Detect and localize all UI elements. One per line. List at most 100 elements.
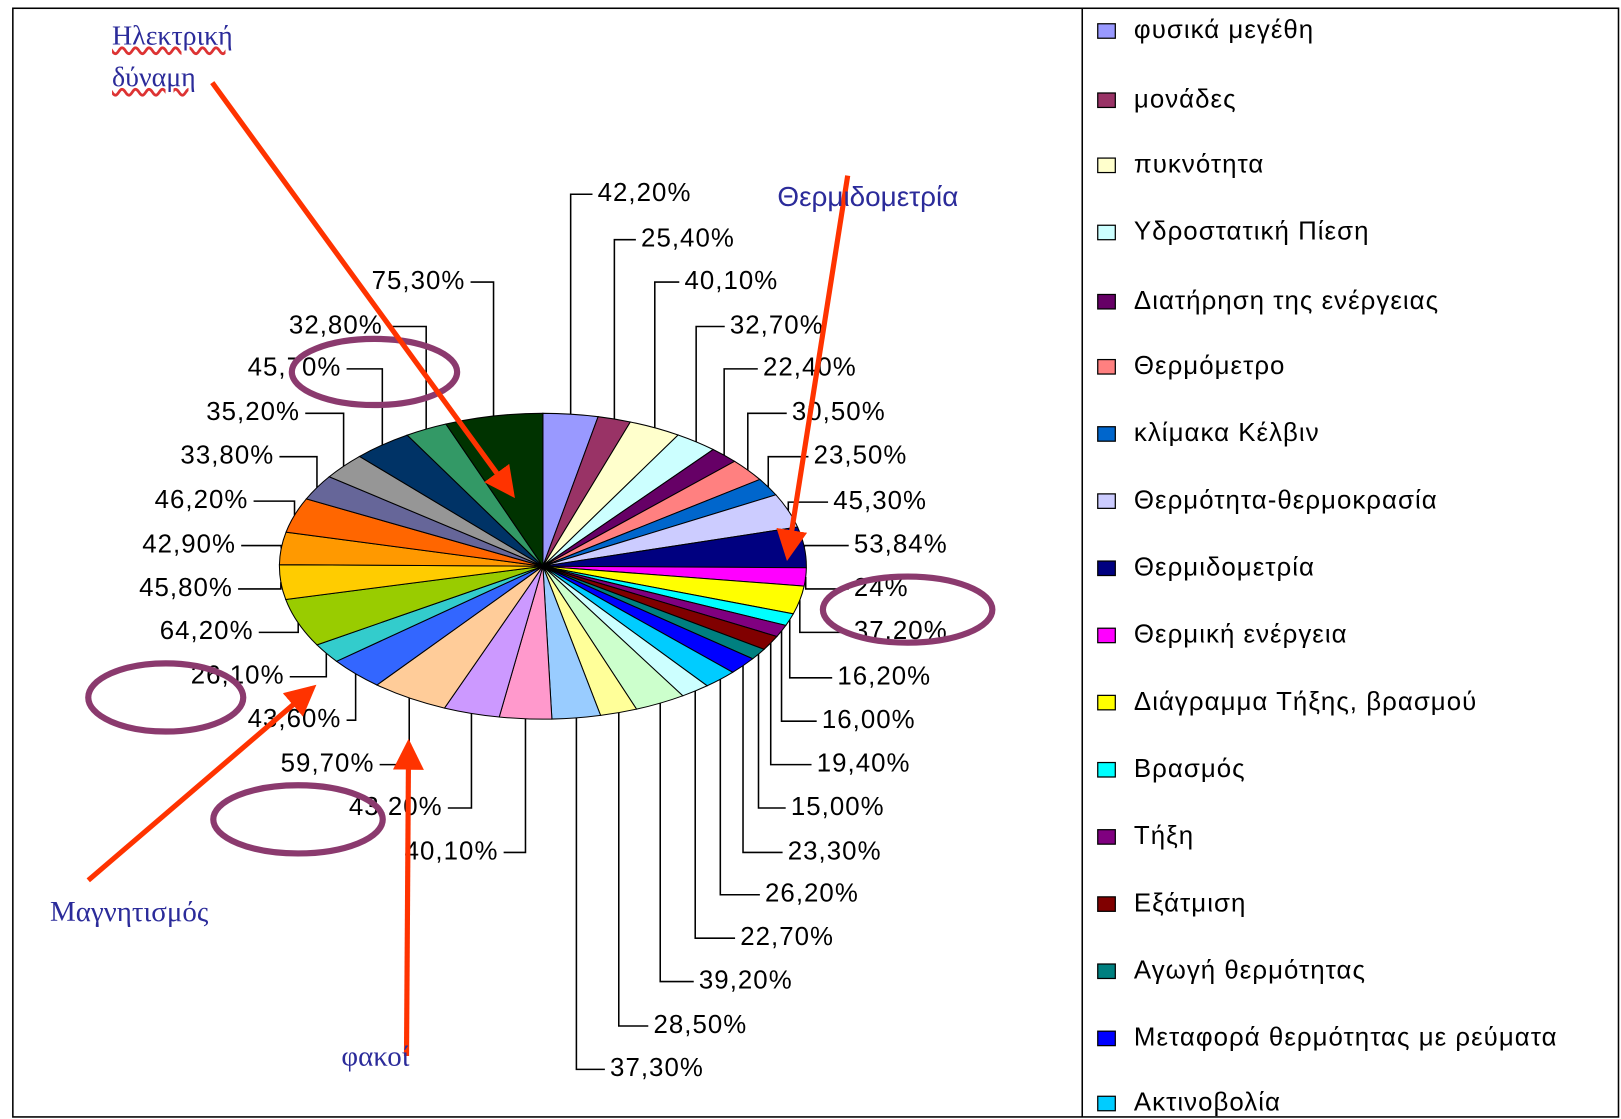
leader-line xyxy=(659,703,694,983)
arrow xyxy=(776,175,851,561)
legend-label: Θερμιδομετρία xyxy=(1133,553,1315,582)
data-label: 19,40% xyxy=(817,749,911,777)
data-label: 45,80% xyxy=(139,574,233,602)
legend-swatch xyxy=(1097,92,1116,109)
legend-label: Θερμότητα-θερμοκρασία xyxy=(1133,486,1438,515)
legend-swatch xyxy=(1097,426,1116,442)
leader-line xyxy=(767,455,809,487)
legend-swatch xyxy=(1097,1030,1116,1047)
legend-item: Διάγραμμα Τήξης, βρασμού xyxy=(1134,688,1476,715)
data-label: 22,70% xyxy=(740,923,834,951)
leader-line xyxy=(694,690,736,939)
annotation-box: Ηλεκτρική δύναμη xyxy=(112,19,233,92)
legend-label: Υδροστατική Πίεση xyxy=(1133,218,1370,246)
legend-label: Διατήρηση της ενέργειας xyxy=(1133,287,1440,316)
arrow xyxy=(210,81,515,499)
leader-line xyxy=(803,544,849,548)
highlight-ellipse xyxy=(819,573,996,646)
data-label: 45,30% xyxy=(833,487,927,515)
legend-swatch xyxy=(1097,694,1116,711)
data-label: 46,20% xyxy=(155,486,249,514)
pie xyxy=(278,412,807,720)
data-label: 40,10% xyxy=(684,267,778,295)
leader-line xyxy=(279,455,318,488)
leader-line xyxy=(799,600,849,634)
legend-item: πυκνότητα xyxy=(1134,151,1263,178)
legend-swatch xyxy=(1097,157,1116,174)
leader-line xyxy=(654,281,680,428)
legend-swatch xyxy=(1097,896,1116,912)
legend-label: Ακτινοβολία xyxy=(1133,1089,1281,1117)
legend-item: Αγωγή θερμότητας xyxy=(1133,956,1366,985)
highlight-ellipse xyxy=(85,660,247,735)
data-label: 42,90% xyxy=(142,530,236,558)
annotation: φακοί xyxy=(341,1041,409,1073)
leader-line xyxy=(804,576,849,590)
legend-item: Θερμόμετρο xyxy=(1134,352,1285,379)
leader-line xyxy=(618,712,649,1027)
leader-line xyxy=(787,501,829,511)
legend-item: Θερμική ενέργεια xyxy=(1133,620,1348,649)
highlight-ellipse xyxy=(288,335,461,409)
data-label: 33,80% xyxy=(180,442,274,470)
legend-swatch xyxy=(1097,963,1116,980)
legend-swatch xyxy=(1097,1095,1116,1112)
leader-line xyxy=(447,713,473,809)
leader-line xyxy=(470,281,495,417)
highlight-ellipse xyxy=(210,782,386,857)
legend-item: Διατήρηση της ενέργειας xyxy=(1133,287,1440,316)
legend-label: φυσικά μεγέθη xyxy=(1133,16,1315,45)
leader-line xyxy=(747,412,787,471)
legend-item: Ακτινοβολία xyxy=(1133,1089,1281,1117)
legend-item: Τήξη xyxy=(1133,822,1195,851)
legend-swatch xyxy=(1097,224,1116,241)
legend-swatch xyxy=(1097,761,1116,778)
legend-item: Υδροστατική Πίεση xyxy=(1133,218,1370,246)
leader-line xyxy=(719,679,760,896)
leader-line xyxy=(695,325,725,442)
leader-line xyxy=(305,412,345,467)
legend-label: Μεταφορά θερμότητας με ρεύματα xyxy=(1133,1023,1558,1052)
leader-line xyxy=(788,619,833,679)
leader-line xyxy=(780,631,817,722)
data-label: 30,50% xyxy=(792,398,886,426)
data-label: 39,20% xyxy=(699,966,793,994)
legend-item: Βρασμός xyxy=(1134,755,1245,782)
leader-line xyxy=(575,717,605,1071)
data-label: 40,10% xyxy=(405,837,499,865)
data-label: 64,20% xyxy=(160,617,254,645)
legend-swatch xyxy=(1097,829,1116,845)
legend-label: κλίμακα Κέλβιν xyxy=(1133,419,1320,448)
data-label: 37,30% xyxy=(610,1054,704,1082)
leader-line xyxy=(742,665,783,854)
data-label: 53,84% xyxy=(854,530,948,558)
leader-line xyxy=(757,654,786,809)
data-label: 32,70% xyxy=(730,311,824,339)
legend-swatch xyxy=(1097,560,1116,577)
legend-item: Θερμιδομετρία xyxy=(1133,553,1315,582)
legend-item: Εξάτμιση xyxy=(1133,889,1247,918)
legend-swatch xyxy=(1097,358,1116,375)
legend-label: Αγωγή θερμότητας xyxy=(1133,956,1366,985)
legend-label: Εξάτμιση xyxy=(1133,889,1247,918)
data-label: 35,20% xyxy=(206,398,300,426)
data-label: 22,40% xyxy=(763,354,857,382)
data-label: 23,30% xyxy=(788,837,882,865)
leader-line xyxy=(346,368,384,445)
annotation: Μαγνητισμός xyxy=(50,896,209,928)
data-label: 75,30% xyxy=(372,267,466,295)
leader-line xyxy=(241,544,282,549)
leader-line xyxy=(346,673,357,721)
legend-label: Τήξη xyxy=(1133,822,1195,851)
data-label: 32,80% xyxy=(289,311,383,339)
data-label: 26,20% xyxy=(765,880,859,908)
legend-swatch xyxy=(1097,493,1116,509)
data-label: 23,50% xyxy=(814,442,908,470)
data-label: 16,20% xyxy=(837,663,931,691)
annotation: Ηλεκτρική δύναμη xyxy=(112,19,233,92)
leader-line xyxy=(289,653,328,678)
chart-border xyxy=(12,7,1620,1118)
legend-label: Θερμική ενέργεια xyxy=(1133,620,1348,649)
data-label: 28,50% xyxy=(653,1011,747,1039)
